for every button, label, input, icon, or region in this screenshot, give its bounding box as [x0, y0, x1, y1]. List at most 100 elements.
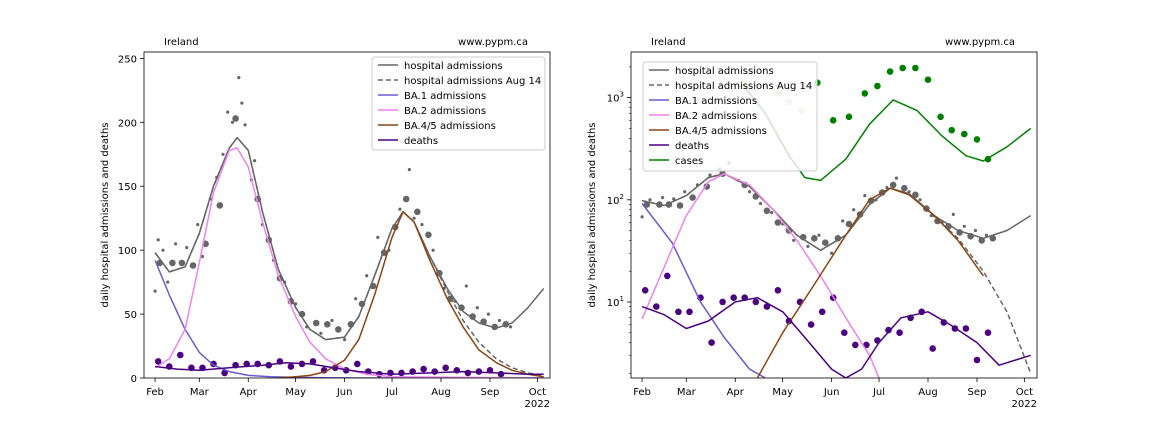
- data-point: [708, 173, 712, 177]
- x-tick-label: Oct: [529, 387, 546, 398]
- x-tick-label: Aug: [918, 387, 938, 398]
- source-label: www.pypm.ca: [458, 37, 528, 48]
- x-tick-label: Jun: [336, 387, 353, 398]
- data-point: [874, 82, 881, 90]
- data-point: [343, 338, 347, 342]
- data-point: [774, 219, 782, 226]
- data-point: [841, 329, 848, 337]
- legend-label: BA.2 admissions: [404, 106, 486, 117]
- data-point: [226, 110, 230, 114]
- data-point: [387, 369, 394, 377]
- data-point: [664, 272, 671, 280]
- source-label: www.pypm.ca: [945, 37, 1015, 48]
- data-point: [177, 351, 184, 359]
- data-point: [640, 215, 644, 219]
- data-point: [398, 207, 402, 211]
- legend-label: hospital admissions Aug 14: [404, 76, 541, 87]
- data-point: [747, 190, 752, 194]
- y-axis-label: daily hospital admissions and deaths: [100, 122, 111, 307]
- data-point: [907, 190, 911, 194]
- data-point: [951, 212, 955, 216]
- legend-label: hospital admissions: [404, 61, 503, 72]
- x-tick-label: Mar: [677, 387, 697, 398]
- data-point: [806, 244, 810, 248]
- data-point: [912, 64, 919, 72]
- data-point: [237, 76, 241, 80]
- data-point: [703, 183, 711, 190]
- plot-area: [640, 64, 1032, 378]
- y-tick-label: 250: [118, 54, 137, 65]
- data-point: [648, 198, 652, 202]
- data-point: [807, 321, 815, 328]
- data-point: [169, 259, 176, 267]
- data-point: [442, 364, 450, 372]
- y-tick-label: 0: [131, 374, 137, 385]
- series-line: [641, 296, 1031, 378]
- data-point: [486, 312, 490, 316]
- data-point: [886, 68, 894, 75]
- data-point: [845, 113, 853, 121]
- data-point: [730, 294, 737, 302]
- data-point: [330, 318, 334, 323]
- series-line: [154, 136, 545, 341]
- data-point: [196, 223, 200, 227]
- data-point: [683, 190, 687, 194]
- data-point: [894, 176, 899, 180]
- legend-label: hospital admissions: [675, 66, 774, 77]
- x-tick-label: Apr: [240, 387, 258, 398]
- data-point: [153, 289, 157, 293]
- x-tick-label: Feb: [633, 387, 651, 398]
- x-tick-label: Sep: [481, 387, 500, 398]
- data-point: [243, 360, 250, 368]
- data-point: [918, 198, 922, 202]
- data-point: [885, 185, 889, 190]
- region-label: Ireland: [164, 37, 199, 48]
- data-point: [221, 152, 225, 156]
- data-point: [324, 321, 331, 328]
- series-line: [155, 361, 544, 375]
- y-tick-label: 101: [607, 295, 624, 309]
- x-tick-label: Oct: [1016, 387, 1033, 398]
- data-point: [216, 202, 224, 209]
- x-tick-label: Feb: [146, 387, 164, 398]
- data-point: [232, 115, 239, 122]
- data-point: [774, 287, 782, 294]
- data-point: [852, 208, 856, 212]
- data-point: [989, 235, 997, 242]
- data-point: [464, 284, 468, 288]
- legend-box: [642, 61, 818, 172]
- legend-label: deaths: [675, 141, 709, 152]
- data-point: [829, 117, 837, 124]
- data-point: [431, 368, 439, 375]
- data-point: [319, 331, 323, 335]
- data-point: [425, 231, 432, 239]
- legend-label: cases: [675, 156, 703, 167]
- data-point: [763, 207, 771, 215]
- data-point: [962, 224, 966, 228]
- data-point: [863, 194, 867, 198]
- region-label: Ireland: [651, 37, 686, 48]
- data-point: [948, 126, 955, 134]
- data-point: [243, 123, 247, 127]
- legend-label: BA.4/5 admissions: [404, 121, 496, 132]
- data-point: [497, 370, 505, 378]
- data-point: [185, 246, 189, 250]
- data-point: [770, 211, 774, 215]
- data-point: [896, 329, 903, 337]
- x-tick-label: Jul: [872, 387, 885, 398]
- data-point: [686, 308, 693, 316]
- series-line: [641, 172, 1032, 252]
- data-point: [178, 259, 186, 267]
- data-point: [961, 130, 968, 138]
- data-point: [792, 238, 796, 242]
- data-point: [708, 339, 715, 346]
- data-point: [661, 196, 665, 200]
- data-point: [641, 287, 649, 294]
- data-point: [497, 318, 501, 323]
- data-point: [189, 262, 197, 269]
- data-point: [889, 181, 897, 189]
- data-point: [354, 360, 361, 368]
- data-point: [221, 369, 228, 377]
